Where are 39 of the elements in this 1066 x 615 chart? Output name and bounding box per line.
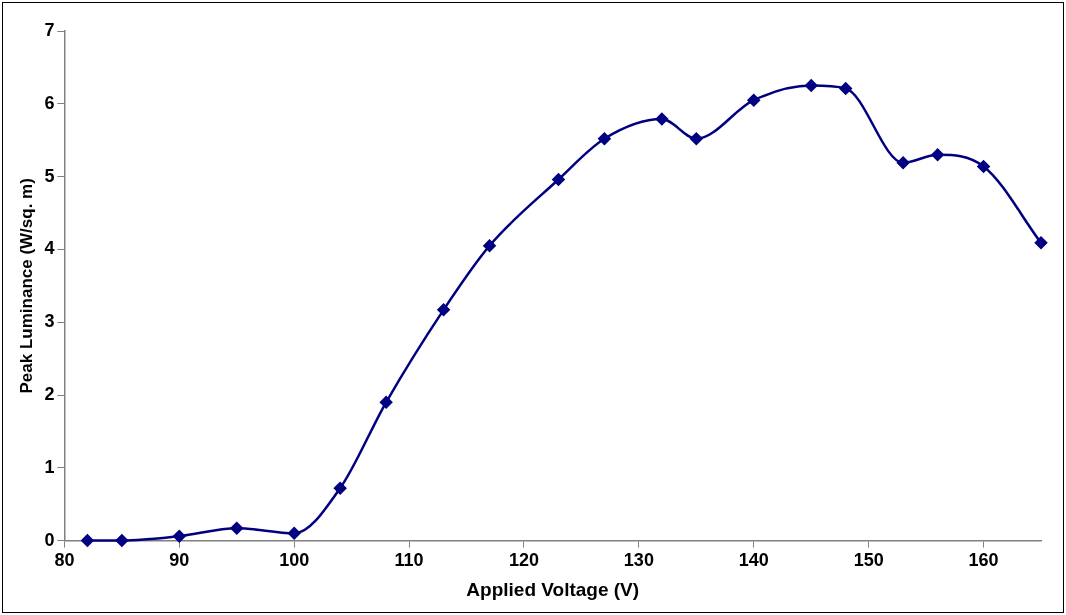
x-tick-label: 160 — [968, 550, 999, 571]
point — [896, 156, 910, 170]
point — [115, 534, 129, 547]
y-tick-label: 5 — [44, 165, 55, 186]
x-tick-label: 130 — [623, 550, 654, 571]
y-tick-label: 4 — [44, 238, 55, 259]
x-tick-label: 100 — [279, 550, 310, 571]
point — [287, 527, 301, 540]
point — [81, 534, 94, 547]
point — [690, 132, 703, 145]
point — [977, 160, 990, 173]
point — [931, 148, 944, 162]
point — [1034, 236, 1048, 250]
y-tick-label: 0 — [44, 529, 55, 550]
point — [655, 112, 669, 126]
point — [379, 396, 393, 409]
x-tick-label: 110 — [394, 550, 424, 571]
point — [552, 173, 565, 186]
y-tick-label: 2 — [44, 383, 55, 404]
x-tick-label: 80 — [54, 550, 75, 571]
x-tick-label: 120 — [508, 550, 540, 571]
x-tick-label: 140 — [738, 550, 769, 571]
x-axis-title: Applied Voltage (V) — [466, 578, 640, 600]
point — [230, 521, 243, 535]
point — [333, 481, 347, 495]
y-axis-title: Peak Luminance (W/sq. m) — [16, 178, 36, 394]
point — [747, 93, 761, 107]
point — [173, 529, 186, 543]
y-tick-label: 7 — [44, 19, 55, 40]
point — [598, 132, 611, 145]
point — [483, 239, 496, 253]
x-tick-label: 150 — [853, 550, 884, 571]
point — [437, 303, 450, 317]
point — [839, 82, 852, 95]
point — [804, 79, 818, 92]
y-tick-label: 1 — [44, 456, 55, 477]
y-tick-label: 3 — [44, 311, 55, 332]
y-tick-label: 6 — [44, 92, 55, 113]
x-tick-label: 90 — [169, 550, 190, 571]
